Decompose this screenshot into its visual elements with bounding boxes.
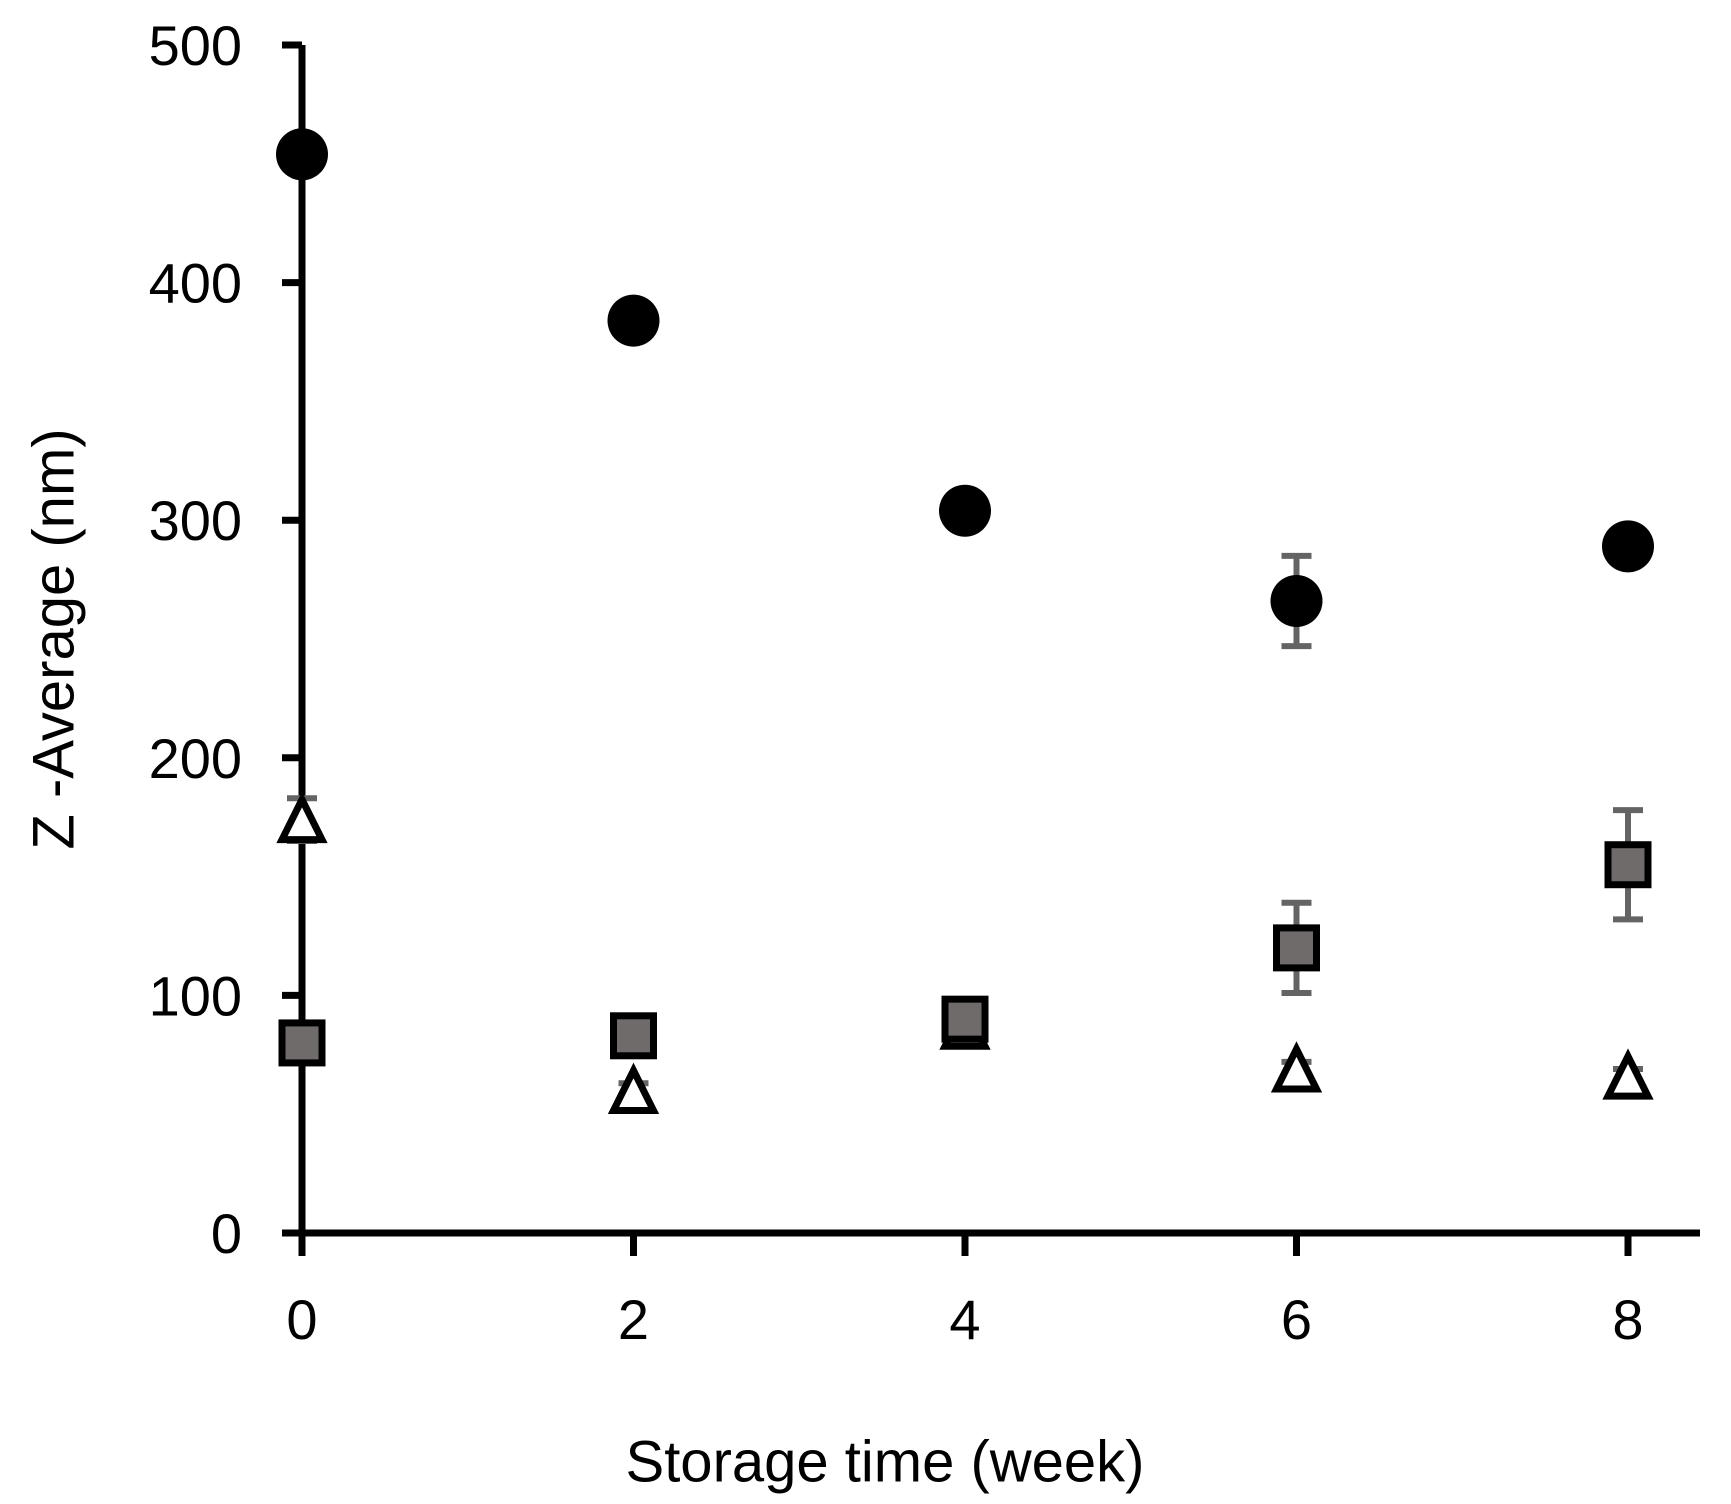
x-tick-label: 8 <box>1612 1288 1643 1351</box>
data-point-square <box>941 995 989 1043</box>
data-point-circle <box>1602 520 1654 573</box>
y-tick-label: 500 <box>149 14 242 77</box>
data-point-square <box>1604 841 1652 889</box>
y-tick-label: 400 <box>149 252 242 315</box>
y-tick-label: 300 <box>149 489 242 552</box>
y-tick-label: 200 <box>149 727 242 790</box>
data-point-square <box>278 1019 326 1067</box>
data-point-triangle <box>607 1062 660 1114</box>
y-axis-title: Z -Average (nm) <box>21 428 87 850</box>
data-point-circle <box>1270 574 1323 627</box>
data-point-triangle <box>1602 1048 1654 1100</box>
data-point-circle <box>939 484 991 537</box>
y-tick-label: 100 <box>149 964 242 1027</box>
y-tick-label: 0 <box>211 1202 242 1265</box>
data-point-triangle <box>276 791 328 844</box>
data-point-circle <box>276 128 328 181</box>
data-point-circle <box>607 294 660 347</box>
x-tick-label: 4 <box>949 1288 980 1351</box>
x-tick-label: 6 <box>1281 1288 1312 1351</box>
x-tick-label: 0 <box>286 1288 317 1351</box>
x-tick-label: 2 <box>618 1288 649 1351</box>
x-axis-title: Storage time (week) <box>625 1429 1145 1495</box>
data-point-triangle <box>1270 1041 1323 1093</box>
data-point-square <box>1273 924 1320 972</box>
data-point-square <box>610 1012 657 1060</box>
